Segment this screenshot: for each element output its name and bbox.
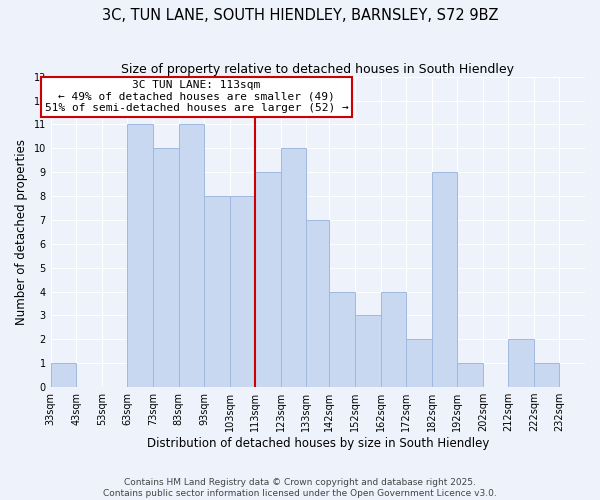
Bar	[153, 148, 179, 387]
Bar	[51, 363, 76, 387]
Title: Size of property relative to detached houses in South Hiendley: Size of property relative to detached ho…	[121, 62, 514, 76]
Bar	[204, 196, 230, 387]
Text: 3C TUN LANE: 113sqm
← 49% of detached houses are smaller (49)
51% of semi-detach: 3C TUN LANE: 113sqm ← 49% of detached ho…	[44, 80, 349, 114]
Bar	[508, 340, 534, 387]
Text: 3C, TUN LANE, SOUTH HIENDLEY, BARNSLEY, S72 9BZ: 3C, TUN LANE, SOUTH HIENDLEY, BARNSLEY, …	[102, 8, 498, 22]
Bar	[406, 340, 431, 387]
Bar	[127, 124, 153, 387]
Bar	[355, 316, 380, 387]
Bar	[179, 124, 204, 387]
Bar	[534, 363, 559, 387]
X-axis label: Distribution of detached houses by size in South Hiendley: Distribution of detached houses by size …	[147, 437, 489, 450]
Bar	[431, 172, 457, 387]
Bar	[329, 292, 355, 387]
Bar	[281, 148, 307, 387]
Bar	[457, 363, 483, 387]
Text: Contains HM Land Registry data © Crown copyright and database right 2025.
Contai: Contains HM Land Registry data © Crown c…	[103, 478, 497, 498]
Bar	[230, 196, 255, 387]
Bar	[380, 292, 406, 387]
Bar	[255, 172, 281, 387]
Bar	[307, 220, 329, 387]
Y-axis label: Number of detached properties: Number of detached properties	[15, 139, 28, 325]
